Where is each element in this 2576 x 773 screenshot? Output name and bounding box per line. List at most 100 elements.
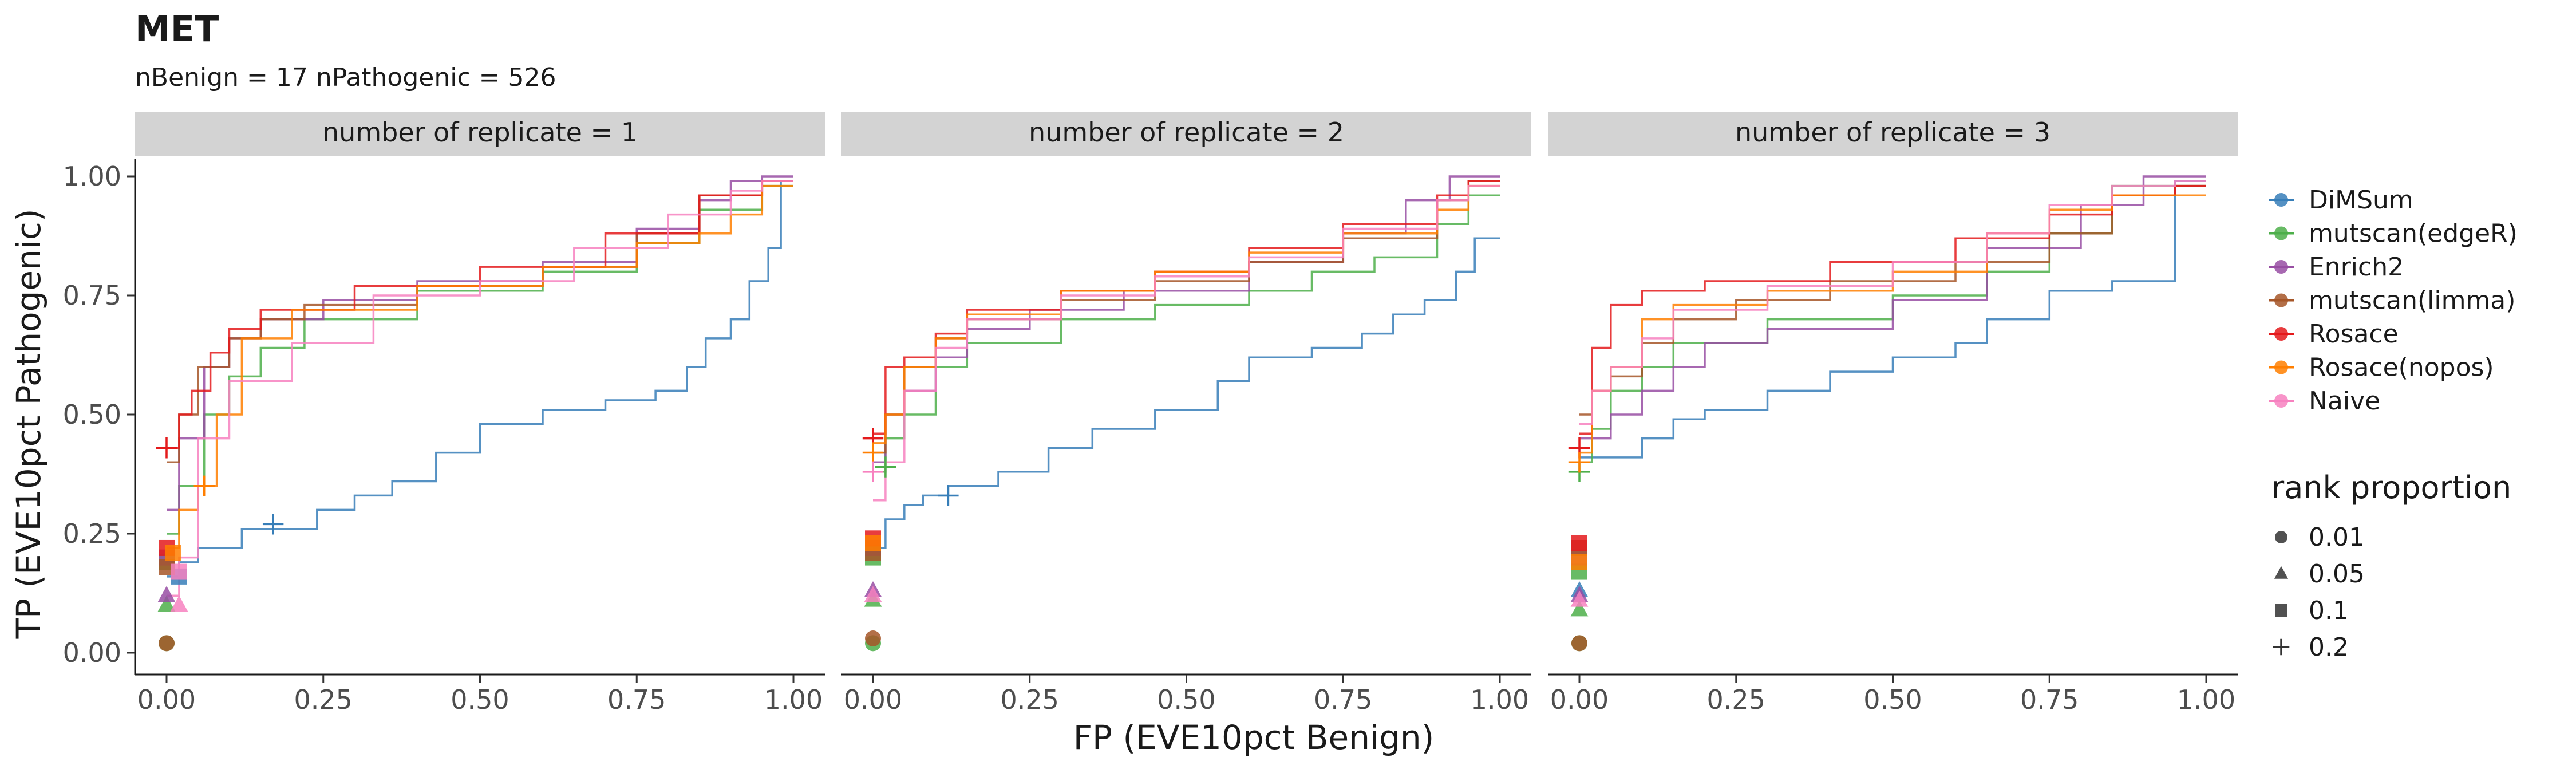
series-line-naive — [1579, 180, 2206, 425]
legend-rank-item-0-2: 0.2 — [2273, 633, 2349, 662]
x-tick-label: 0.75 — [1314, 684, 1372, 715]
legend-rank-key-plus — [2273, 638, 2290, 656]
x-tick-label: 1.00 — [764, 684, 823, 715]
legend-rank-label: 0.1 — [2309, 596, 2349, 625]
marker-mutscan-edger-triangle — [157, 595, 176, 612]
legend-rank-title: rank proportion — [2271, 470, 2511, 506]
x-tick-label: 0.75 — [2020, 684, 2079, 715]
legend-item-mutscan-limma: mutscan(limma) — [2269, 286, 2515, 315]
series-line-rosace — [167, 180, 793, 449]
marker-naive-plus — [862, 461, 884, 483]
legend-key-point — [2274, 394, 2288, 408]
x-tick-label: 0.50 — [451, 684, 509, 715]
legend-rank-label: 0.01 — [2309, 523, 2365, 552]
legend-key-point — [2274, 293, 2288, 307]
legend-rank-key-triangle — [2274, 566, 2289, 579]
facet-strip-bg — [841, 112, 1531, 156]
y-axis-title: TP (EVE10pct Pathogenic) — [9, 209, 48, 640]
marker-rosace-nopos-square — [164, 545, 181, 561]
facet-strip-bg — [135, 112, 825, 156]
x-tick-label: 1.00 — [2177, 684, 2235, 715]
marker-mutscan-limma-circle — [1571, 635, 1587, 652]
legend-key-point — [2274, 360, 2288, 374]
marker-rosace-nopos-plus — [193, 475, 215, 496]
legend-label: Rosace(nopos) — [2309, 353, 2494, 382]
facet-panel-1: number of replicate = 1 0.00 0.25 0.50 0.75 1… — [63, 112, 825, 715]
series-line-dimsum — [873, 237, 1500, 549]
y-tick-label: 0.25 — [63, 518, 121, 549]
legend-key-point — [2274, 193, 2288, 207]
marker-mutscan-edger-plus — [875, 456, 896, 478]
legend-rank-item-0-05: 0.05 — [2274, 559, 2365, 589]
marker-rosace-nopos-square — [1571, 554, 1587, 570]
legend-label: mutscan(edgeR) — [2309, 219, 2518, 249]
x-tick-label: 0.00 — [1550, 684, 1609, 715]
marker-naive-triangle — [1570, 590, 1589, 607]
marker-rosace-plus — [156, 437, 177, 459]
legend-label: Naive — [2309, 386, 2380, 416]
facet-strip-label: number of replicate = 1 — [322, 117, 638, 148]
chart-title: MET — [135, 8, 219, 50]
series-line-enrich2 — [1579, 175, 2206, 440]
marker-rosace-nopos-plus — [862, 442, 884, 463]
legend-item-rosace-nopos: Rosace(nopos) — [2269, 353, 2494, 382]
legend-rank-item-0-01: 0.01 — [2275, 523, 2365, 552]
legend-rank-label: 0.2 — [2309, 633, 2349, 662]
legend-key-point — [2274, 327, 2288, 341]
legend-label: mutscan(limma) — [2309, 286, 2515, 315]
marker-mutscan-limma-circle — [865, 630, 881, 647]
x-tick-label: 0.00 — [844, 684, 902, 715]
facet-panel-3: number of replicate = 3 0.00 0.25 0.50 0.75 1… — [1548, 112, 2238, 715]
legend-rank-key-circle — [2275, 531, 2287, 543]
legend: DiMSum mutscan(edgeR) Enrich2 mutscan(limma… — [2269, 186, 2518, 662]
series-line-naive — [873, 184, 1500, 502]
chart-subtitle: nBenign = 17 nPathogenic = 526 — [135, 63, 556, 92]
marker-rosace-nopos-square — [865, 535, 881, 551]
x-tick-label: 0.00 — [137, 684, 196, 715]
x-tick-label: 0.25 — [1707, 684, 1765, 715]
legend-key-point — [2274, 260, 2288, 274]
marker-rosace-nopos-plus — [1568, 452, 1590, 473]
legend-item-naive: Naive — [2269, 386, 2380, 416]
legend-label: DiMSum — [2309, 186, 2413, 215]
legend-rank-label: 0.05 — [2309, 559, 2365, 589]
marker-enrich2-triangle — [157, 586, 176, 602]
x-axis-title: FP (EVE10pct Benign) — [1073, 718, 1435, 757]
legend-item-dimsum: DiMSum — [2269, 186, 2413, 215]
series-line-dimsum — [167, 181, 782, 578]
marker-naive-square — [171, 563, 187, 580]
marker-dimsum-plus — [262, 514, 284, 535]
y-tick-label: 0.50 — [63, 399, 121, 430]
y-tick-label: 0.75 — [63, 280, 121, 311]
legend-rank-key-square — [2275, 604, 2287, 617]
marker-naive-triangle — [864, 586, 882, 602]
series-line-naive — [167, 180, 793, 597]
x-tick-label: 0.25 — [1001, 684, 1059, 715]
legend-key-point — [2274, 226, 2288, 240]
facet-panels: number of replicate = 1 0.00 0.25 0.50 0.75 1… — [63, 112, 2238, 715]
y-tick-label: 1.00 — [63, 161, 121, 192]
marker-dimsum-plus — [938, 485, 959, 506]
facet-strip-label: number of replicate = 3 — [1735, 117, 2050, 148]
y-tick-label: 0.00 — [63, 637, 121, 668]
series-line-dimsum — [1579, 180, 2206, 459]
marker-naive-triangle — [170, 595, 188, 612]
legend-label: Rosace — [2309, 320, 2399, 349]
x-tick-label: 0.50 — [1157, 684, 1215, 715]
marker-rosace-square — [1571, 535, 1587, 551]
x-tick-label: 0.50 — [1863, 684, 1922, 715]
x-tick-label: 1.00 — [1471, 684, 1529, 715]
marker-mutscan-edger-triangle — [1570, 600, 1589, 617]
legend-item-enrich2: Enrich2 — [2269, 253, 2404, 282]
facet-panel-2: number of replicate = 2 0.00 0.25 0.50 0.75 1… — [841, 112, 1531, 715]
facet-strip-label: number of replicate = 2 — [1029, 117, 1344, 148]
legend-rank-item-0-1: 0.1 — [2275, 596, 2349, 625]
legend-item-rosace: Rosace — [2269, 320, 2399, 349]
x-tick-label: 0.25 — [294, 684, 353, 715]
marker-mutscan-limma-circle — [159, 635, 175, 652]
x-tick-label: 0.75 — [607, 684, 666, 715]
legend-label: Enrich2 — [2309, 253, 2404, 282]
legend-item-mutscan-edger: mutscan(edgeR) — [2269, 219, 2518, 249]
facet-strip-bg — [1548, 112, 2238, 156]
